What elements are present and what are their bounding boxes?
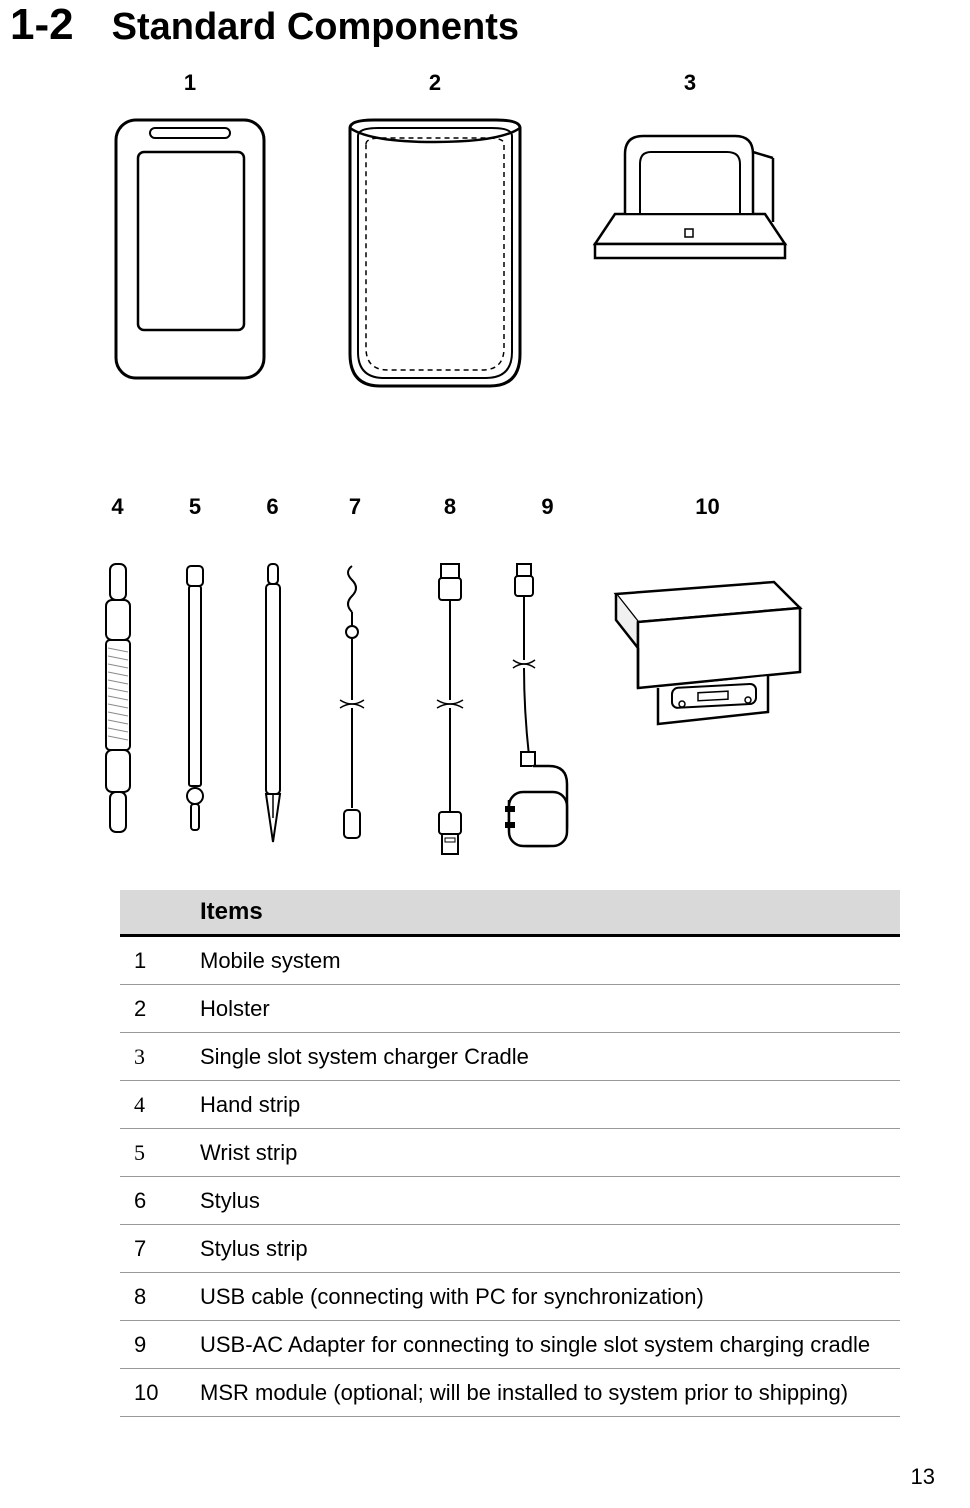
table-row: 9USB-AC Adapter for connecting to single… — [120, 1321, 900, 1369]
component-usb-ac-adapter-icon — [500, 560, 595, 860]
table-cell-item: Wrist strip — [190, 1129, 900, 1177]
component-stylus-icon — [235, 560, 310, 850]
figure-row2-labels: 4 5 6 7 8 9 10 — [80, 494, 820, 520]
table-cell-number: 1 — [120, 936, 190, 985]
figure-label-1: 1 — [80, 70, 300, 96]
table-row: 8USB cable (connecting with PC for synch… — [120, 1273, 900, 1321]
figure-label-10: 10 — [595, 494, 820, 520]
table-cell-number: 8 — [120, 1273, 190, 1321]
table-cell-item: USB cable (connecting with PC for synchr… — [190, 1273, 900, 1321]
table-cell-number: 5 — [120, 1129, 190, 1177]
component-wrist-strip-icon — [155, 560, 235, 840]
table-row: 4Hand strip — [120, 1081, 900, 1129]
figure-label-6: 6 — [235, 494, 310, 520]
component-stylus-strip-icon — [310, 560, 400, 850]
table-row: 3Single slot system charger Cradle — [120, 1033, 900, 1081]
table-header-blank — [120, 890, 190, 936]
table-cell-number: 9 — [120, 1321, 190, 1369]
figure-label-8: 8 — [400, 494, 500, 520]
table-row: 5Wrist strip — [120, 1129, 900, 1177]
table-cell-number: 6 — [120, 1177, 190, 1225]
figure-label-9: 9 — [500, 494, 595, 520]
table-cell-number: 4 — [120, 1081, 190, 1129]
table-row: 2Holster — [120, 985, 900, 1033]
table-cell-item: USB-AC Adapter for connecting to single … — [190, 1321, 900, 1369]
table-cell-item: Single slot system charger Cradle — [190, 1033, 900, 1081]
figure-label-2: 2 — [300, 70, 570, 96]
table-cell-item: Hand strip — [190, 1081, 900, 1129]
table-cell-number: 10 — [120, 1369, 190, 1417]
figure-label-5: 5 — [155, 494, 235, 520]
items-table: Items 1Mobile system2Holster3Single slot… — [120, 890, 900, 1417]
component-msr-module-icon — [595, 560, 820, 750]
heading-title: Standard Components — [112, 6, 519, 49]
component-cradle-icon — [570, 114, 810, 274]
table-header-items: Items — [190, 890, 900, 936]
table-cell-item: Stylus strip — [190, 1225, 900, 1273]
figure-label-7: 7 — [310, 494, 400, 520]
component-usb-cable-icon — [400, 560, 500, 860]
components-figure: 1 2 3 — [80, 70, 820, 870]
table-row: 6Stylus — [120, 1177, 900, 1225]
component-mobile-system-icon — [80, 114, 300, 384]
heading-number: 1-2 — [10, 0, 74, 50]
component-hand-strip-icon — [80, 560, 155, 840]
figure-row1-labels: 1 2 3 — [80, 70, 820, 96]
table-row: 1Mobile system — [120, 936, 900, 985]
table-cell-number: 3 — [120, 1033, 190, 1081]
page-number: 13 — [911, 1464, 935, 1490]
figure-label-4: 4 — [80, 494, 155, 520]
table-row: 7Stylus strip — [120, 1225, 900, 1273]
table-cell-number: 7 — [120, 1225, 190, 1273]
table-cell-item: Mobile system — [190, 936, 900, 985]
table-cell-number: 2 — [120, 985, 190, 1033]
section-heading: 1-2 Standard Components — [10, 0, 930, 50]
figure-label-3: 3 — [570, 70, 810, 96]
component-holster-icon — [300, 114, 570, 394]
table-cell-item: Stylus — [190, 1177, 900, 1225]
table-cell-item: MSR module (optional; will be installed … — [190, 1369, 900, 1417]
table-row: 10MSR module (optional; will be installe… — [120, 1369, 900, 1417]
table-cell-item: Holster — [190, 985, 900, 1033]
